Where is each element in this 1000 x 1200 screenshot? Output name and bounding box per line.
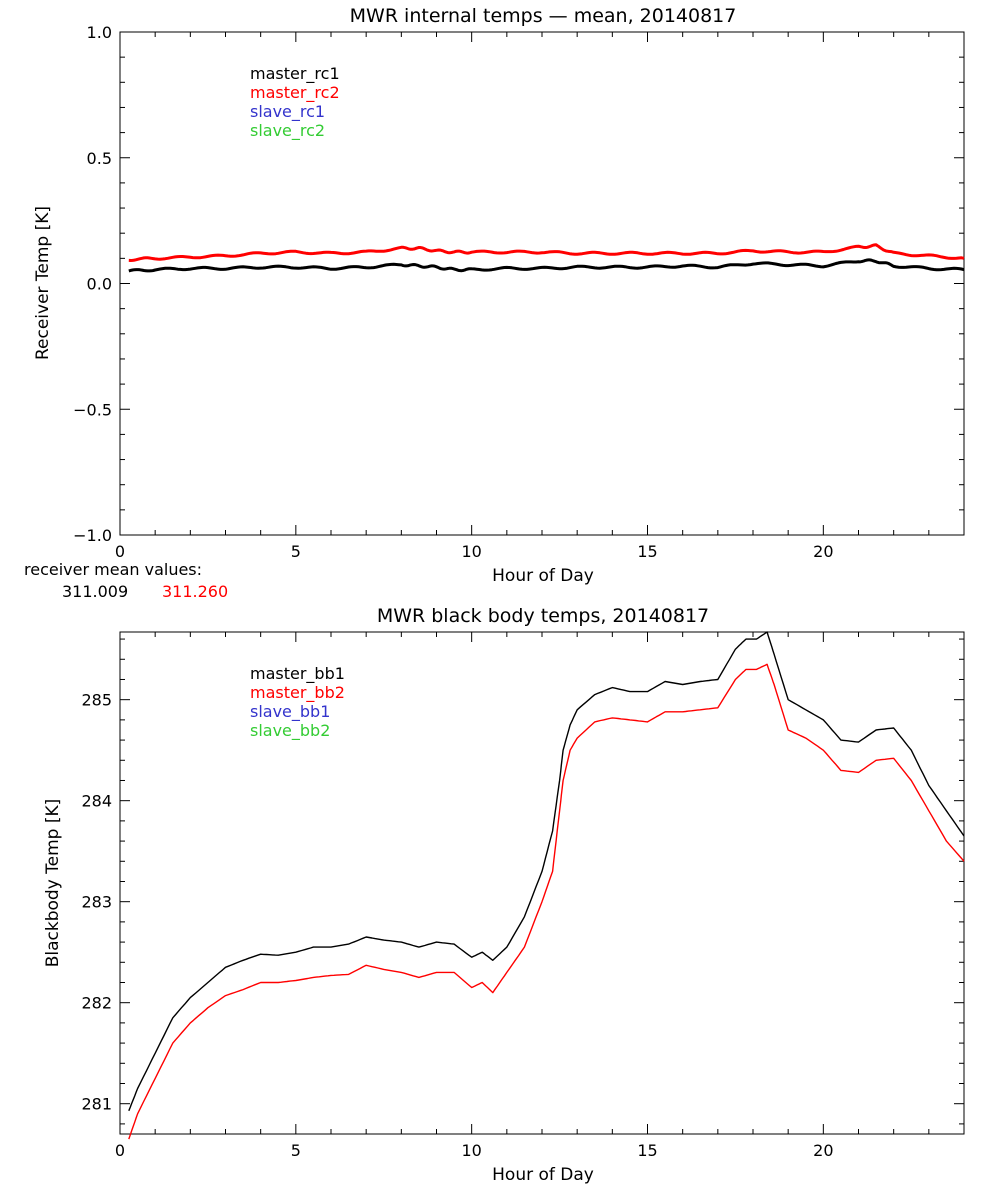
y-tick-label: 1.0 bbox=[87, 23, 112, 42]
receiver-y-axis-label: Receiver Temp [K] bbox=[33, 206, 53, 360]
blackbody-series-lines bbox=[128, 631, 965, 1140]
x-tick-label: 10 bbox=[461, 1141, 481, 1160]
y-tick-label: 0.5 bbox=[87, 149, 112, 168]
legend-slave-bb1: slave_bb1 bbox=[250, 702, 330, 722]
y-tick-label: 282 bbox=[81, 994, 112, 1013]
receiver-axis-ticks: 0 5 10 15 20 −1.0 −0.5 0.0 0.5 1.0 bbox=[73, 23, 965, 561]
blackbody-series-master-bb2 bbox=[128, 663, 965, 1140]
legend-slave-bb2: slave_bb2 bbox=[250, 721, 330, 741]
legend-master-bb1: master_bb1 bbox=[250, 664, 345, 684]
x-tick-label: 15 bbox=[637, 1141, 657, 1160]
x-tick-label: 20 bbox=[813, 542, 833, 561]
y-tick-label: 285 bbox=[81, 691, 112, 710]
legend-master-rc1: master_rc1 bbox=[250, 64, 340, 84]
receiver-series-lines bbox=[128, 243, 965, 273]
x-tick-label: 0 bbox=[115, 542, 125, 561]
receiver-mean-label: receiver mean values: bbox=[24, 560, 202, 579]
x-tick-label: 10 bbox=[461, 542, 481, 561]
y-tick-label: 0.0 bbox=[87, 275, 112, 294]
x-tick-label: 5 bbox=[291, 542, 301, 561]
receiver-chart-title: MWR internal temps — mean, 20140817 bbox=[350, 5, 737, 27]
blackbody-axis-ticks: 0 5 10 15 20 281 282 283 284 285 bbox=[81, 632, 965, 1160]
y-tick-label: 284 bbox=[81, 792, 112, 811]
y-tick-label: −1.0 bbox=[73, 526, 112, 545]
receiver-plot-frame bbox=[119, 31, 965, 536]
receiver-x-axis-label: Hour of Day bbox=[492, 566, 594, 586]
x-tick-label: 0 bbox=[115, 1141, 125, 1160]
receiver-mean-values: receiver mean values: 311.009 311.260 bbox=[24, 560, 228, 601]
y-tick-label: 283 bbox=[81, 893, 112, 912]
receiver-series-master-rc2 bbox=[128, 243, 965, 262]
blackbody-y-axis-label: Blackbody Temp [K] bbox=[43, 799, 63, 968]
x-tick-label: 5 bbox=[291, 1141, 301, 1160]
legend-slave-rc1: slave_rc1 bbox=[250, 102, 325, 122]
receiver-legend: master_rc1 master_rc2 slave_rc1 slave_rc… bbox=[250, 64, 340, 141]
blackbody-series-master-bb1 bbox=[128, 631, 965, 1112]
y-tick-label: 281 bbox=[81, 1095, 112, 1114]
blackbody-chart-title: MWR black body temps, 20140817 bbox=[377, 605, 709, 627]
y-tick-label: −0.5 bbox=[73, 400, 112, 419]
blackbody-temp-chart: MWR black body temps, 20140817 0 5 10 15 20 2… bbox=[43, 605, 965, 1185]
receiver-mean-value-2: 311.260 bbox=[162, 582, 228, 601]
x-tick-label: 20 bbox=[813, 1141, 833, 1160]
legend-master-bb2: master_bb2 bbox=[250, 683, 345, 703]
blackbody-legend: master_bb1 master_bb2 slave_bb1 slave_bb… bbox=[250, 664, 345, 741]
x-tick-label: 15 bbox=[637, 542, 657, 561]
legend-master-rc2: master_rc2 bbox=[250, 83, 340, 103]
receiver-temp-chart: MWR internal temps — mean, 20140817 0 5 10… bbox=[33, 5, 965, 586]
receiver-series-master-rc1 bbox=[128, 258, 965, 273]
blackbody-plot-frame bbox=[119, 631, 965, 1135]
legend-slave-rc2: slave_rc2 bbox=[250, 121, 325, 141]
blackbody-x-axis-label: Hour of Day bbox=[492, 1165, 594, 1185]
receiver-mean-value-1: 311.009 bbox=[62, 582, 128, 601]
